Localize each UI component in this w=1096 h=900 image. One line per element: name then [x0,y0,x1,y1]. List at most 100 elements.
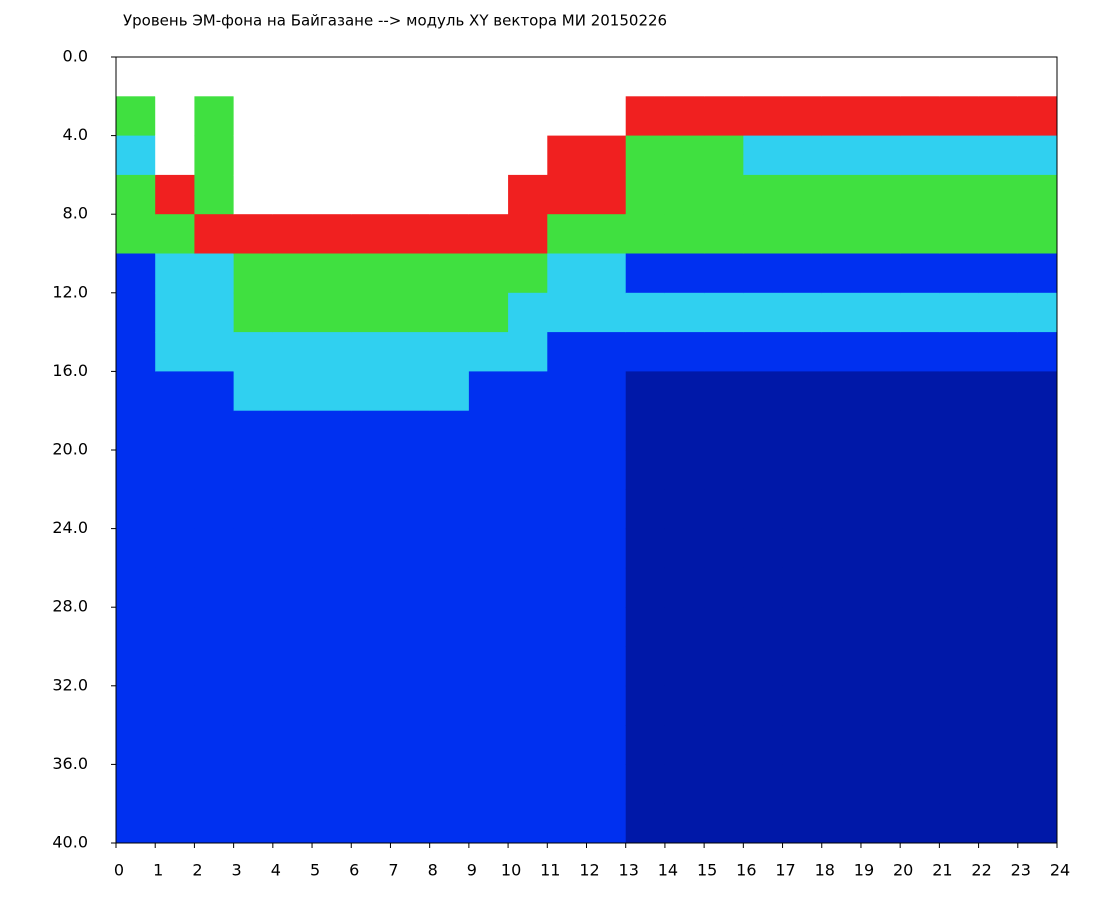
heatmap-cell [429,764,470,805]
heatmap-cell [155,803,195,844]
heatmap-cell [782,685,823,726]
heatmap-cell [155,685,195,726]
heatmap-cell [821,646,862,687]
heatmap-cell [312,332,352,372]
heatmap-cell [625,764,666,805]
heatmap-cell [1017,253,1058,294]
heatmap-cell [860,292,901,333]
heatmap-cell [233,725,274,765]
heatmap-cell [939,567,980,608]
heatmap-cell [508,764,548,805]
heatmap-cell [586,174,627,215]
heatmap-cell [194,567,235,608]
heatmap-cell [704,371,744,412]
heatmap-cell [664,332,705,372]
heatmap-cell [900,528,940,569]
heatmap-cell [900,214,940,254]
heatmap-cell [429,567,470,608]
heatmap-cell [155,450,195,490]
heatmap-cell [390,489,431,530]
heatmap-cell [468,725,509,765]
heatmap-cell [155,410,195,451]
heatmap-cell [233,292,274,333]
heatmap-cell [116,96,156,137]
heatmap-cell [704,646,744,687]
heatmap-cell [1017,567,1058,608]
heatmap-cell [782,135,823,176]
heatmap-cell [900,135,940,176]
heatmap-cell [312,803,352,844]
heatmap-cell [547,292,587,333]
heatmap-cell [272,567,313,608]
heatmap-cell [704,135,744,176]
heatmap-cell [547,607,587,647]
heatmap-cell [272,410,313,451]
heatmap-cell [1017,685,1058,726]
heatmap-cell [429,214,470,254]
heatmap-cell [194,725,235,765]
heatmap-cell [547,685,587,726]
heatmap-cell [664,764,705,805]
heatmap-cell [664,96,705,137]
heatmap-cell [155,292,195,333]
heatmap-cell [743,57,784,97]
heatmap-cell [233,803,274,844]
heatmap-cell [390,371,431,412]
heatmap-cell [390,646,431,687]
heatmap-cell [625,96,666,137]
heatmap-cell [155,489,195,530]
heatmap-cell [978,96,1019,137]
heatmap-cell [704,764,744,805]
heatmap-cell [625,607,666,647]
heatmap-cell [704,332,744,372]
heatmap-cell [390,567,431,608]
heatmap-cell [821,96,862,137]
heatmap-cell [821,57,862,97]
x-tick-label: 6 [349,861,359,880]
heatmap-cell [586,410,627,451]
heatmap-cell [312,135,352,176]
heatmap-cell [978,528,1019,569]
heatmap-cell [547,332,587,372]
heatmap-cell [743,450,784,490]
y-tick-label: 20.0 [52,440,88,459]
heatmap-cell [508,96,548,137]
heatmap-cell [155,725,195,765]
heatmap-cell [586,450,627,490]
heatmap-cell [782,214,823,254]
heatmap-cell [586,214,627,254]
heatmap-cell [1017,332,1058,372]
heatmap-cell [312,253,352,294]
heatmap-cell [978,371,1019,412]
heatmap-cell [586,764,627,805]
heatmap-cell [900,253,940,294]
heatmap-cell [233,253,274,294]
heatmap-cell [351,214,391,254]
heatmap-cell [704,292,744,333]
heatmap-cell [978,253,1019,294]
chart-title: Уровень ЭМ-фона на Байгазане --> модуль … [123,12,667,30]
heatmap-cell [978,57,1019,97]
x-tick-label: 3 [232,861,242,880]
heatmap-cell [429,292,470,333]
heatmap-cell [194,96,235,137]
heatmap-cell [978,410,1019,451]
heatmap-cell [155,174,195,215]
heatmap-cell [116,332,156,372]
y-tick-label: 12.0 [52,282,88,301]
heatmap-cell [312,174,352,215]
heatmap-cell [1017,96,1058,137]
heatmap-cell [233,489,274,530]
heatmap-cell [586,725,627,765]
heatmap-cell [860,803,901,844]
heatmap-cell [116,528,156,569]
heatmap-cell [508,803,548,844]
heatmap-cell [900,489,940,530]
heatmap-cell [312,528,352,569]
heatmap-cell [743,528,784,569]
heatmap-cell [821,135,862,176]
heatmap-cell [351,96,391,137]
heatmap-cell [743,292,784,333]
heatmap-cell [1017,646,1058,687]
heatmap-cell [586,567,627,608]
